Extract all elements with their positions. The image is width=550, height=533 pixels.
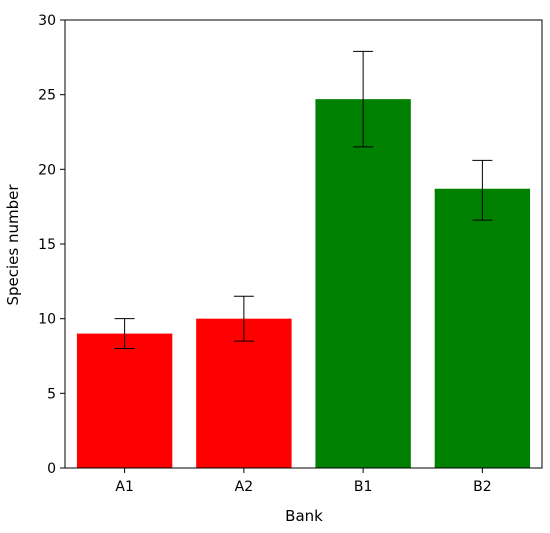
bar-b1 [315, 99, 411, 468]
y-tick-label: 15 [38, 237, 56, 253]
bar-b2 [434, 188, 531, 468]
y-tick-label: 20 [38, 162, 56, 178]
y-tick-label: 10 [38, 312, 56, 328]
bar-a2 [196, 318, 292, 468]
error-bar-b1 [353, 50, 374, 148]
error-bar-b2 [472, 159, 493, 221]
x-axis-label: Bank [285, 507, 323, 525]
y-tick-label: 25 [38, 88, 56, 104]
x-tick-label: B2 [473, 479, 492, 495]
x-tick-label: A1 [115, 479, 133, 495]
y-tick-label: 0 [47, 461, 56, 477]
y-tick-label: 30 [38, 13, 56, 29]
error-bar-a2 [233, 295, 254, 342]
x-tick-label: A2 [235, 479, 253, 495]
y-axis-label: Species number [4, 184, 22, 306]
bar-a1 [76, 333, 173, 468]
y-tick-label: 5 [47, 386, 56, 402]
x-tick-label: B1 [354, 479, 373, 495]
error-bar-a1 [114, 318, 135, 350]
